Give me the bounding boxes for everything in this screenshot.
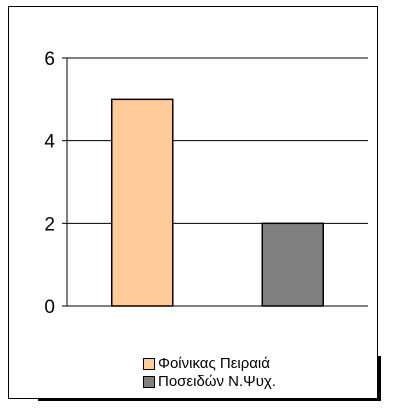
legend-swatch xyxy=(143,376,155,388)
chart-shadow-right xyxy=(377,356,381,401)
axes xyxy=(66,58,368,307)
y-tick-label: 2 xyxy=(44,214,55,235)
chart-shadow-bottom xyxy=(38,399,381,401)
y-tick-label: 6 xyxy=(44,49,55,70)
chart-border xyxy=(8,6,378,399)
bars xyxy=(111,98,324,307)
bar-2 xyxy=(261,222,324,307)
chart-area: 0 2 4 6 Φοίνικας Πειραιά Ποσειδών Ν.Ψυχ. xyxy=(8,6,383,401)
legend-label: Ποσειδών Ν.Ψυχ. xyxy=(158,373,276,390)
legend: Φοίνικας Πειραιά Ποσειδών Ν.Ψυχ. xyxy=(143,355,383,391)
y-tick-labels: 0 2 4 6 xyxy=(44,49,55,318)
y-tick-label: 0 xyxy=(44,297,55,318)
bar-chart: 0 2 4 6 xyxy=(8,6,381,401)
legend-item: Ποσειδών Ν.Ψυχ. xyxy=(143,373,383,391)
legend-item: Φοίνικας Πειραιά xyxy=(143,355,383,373)
y-tick-label: 4 xyxy=(44,132,55,153)
legend-label: Φοίνικας Πειραιά xyxy=(158,355,270,372)
bar-1 xyxy=(111,98,174,307)
legend-swatch xyxy=(143,358,155,370)
